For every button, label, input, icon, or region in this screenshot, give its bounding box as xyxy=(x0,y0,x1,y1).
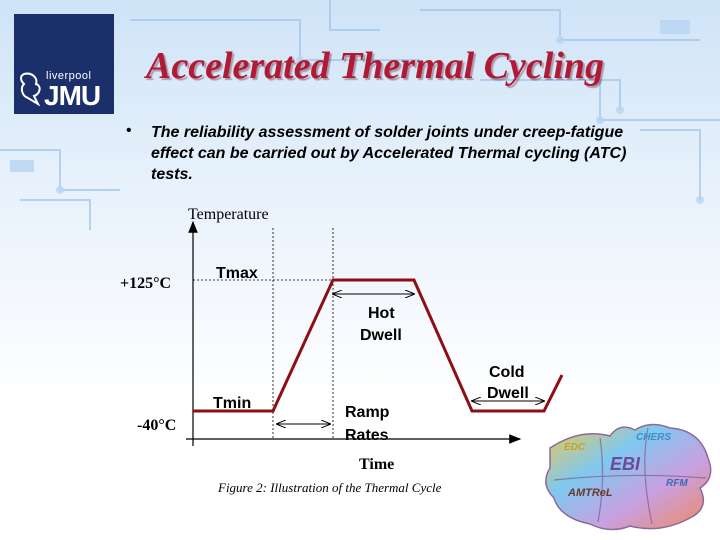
tmax-label: Tmax xyxy=(216,265,258,282)
tmin-label: Tmin xyxy=(213,395,251,412)
hot-dwell-label-line1: Hot xyxy=(368,305,395,322)
low-temp-label: -40°C xyxy=(137,417,176,434)
x-axis-label: Time xyxy=(359,456,394,473)
thermal-cycle-curve xyxy=(193,278,564,413)
logo-text-liverpool: liverpool xyxy=(46,70,92,82)
bullet-icon: • xyxy=(126,122,132,139)
puzzle-label-edc: EDC xyxy=(564,442,586,453)
bullet-text: The reliability assessment of solder joi… xyxy=(151,124,627,183)
puzzle-label-ebi: EBI xyxy=(610,454,641,474)
logo-text-jmu: JMU xyxy=(44,80,101,111)
slide-title: Accelerated Thermal Cycling xyxy=(146,45,605,87)
y-axis-label: Temperature xyxy=(188,206,269,223)
puzzle-label-rfm: RFM xyxy=(666,478,688,489)
ramp-rates-label-line1: Ramp xyxy=(345,404,390,421)
puzzle-label-chers: CHERS xyxy=(636,432,671,443)
liver-bird-icon xyxy=(20,72,41,106)
puzzle-logo: EDC CHERS EBI AMTReL RFM xyxy=(545,423,712,531)
high-temp-label: +125°C xyxy=(120,275,171,292)
figure-caption: Figure 2: Illustration of the Thermal Cy… xyxy=(217,480,442,495)
cold-dwell-label-line1: Cold xyxy=(489,364,525,381)
ramp-rates-label-line2: Rates xyxy=(345,427,389,444)
puzzle-label-amtrel: AMTReL xyxy=(567,487,613,499)
circuit-background xyxy=(0,0,720,230)
cold-dwell-label-line2: Dwell xyxy=(487,385,529,402)
university-logo: liverpool JMU xyxy=(14,14,114,114)
hot-dwell-label-line2: Dwell xyxy=(360,327,402,344)
